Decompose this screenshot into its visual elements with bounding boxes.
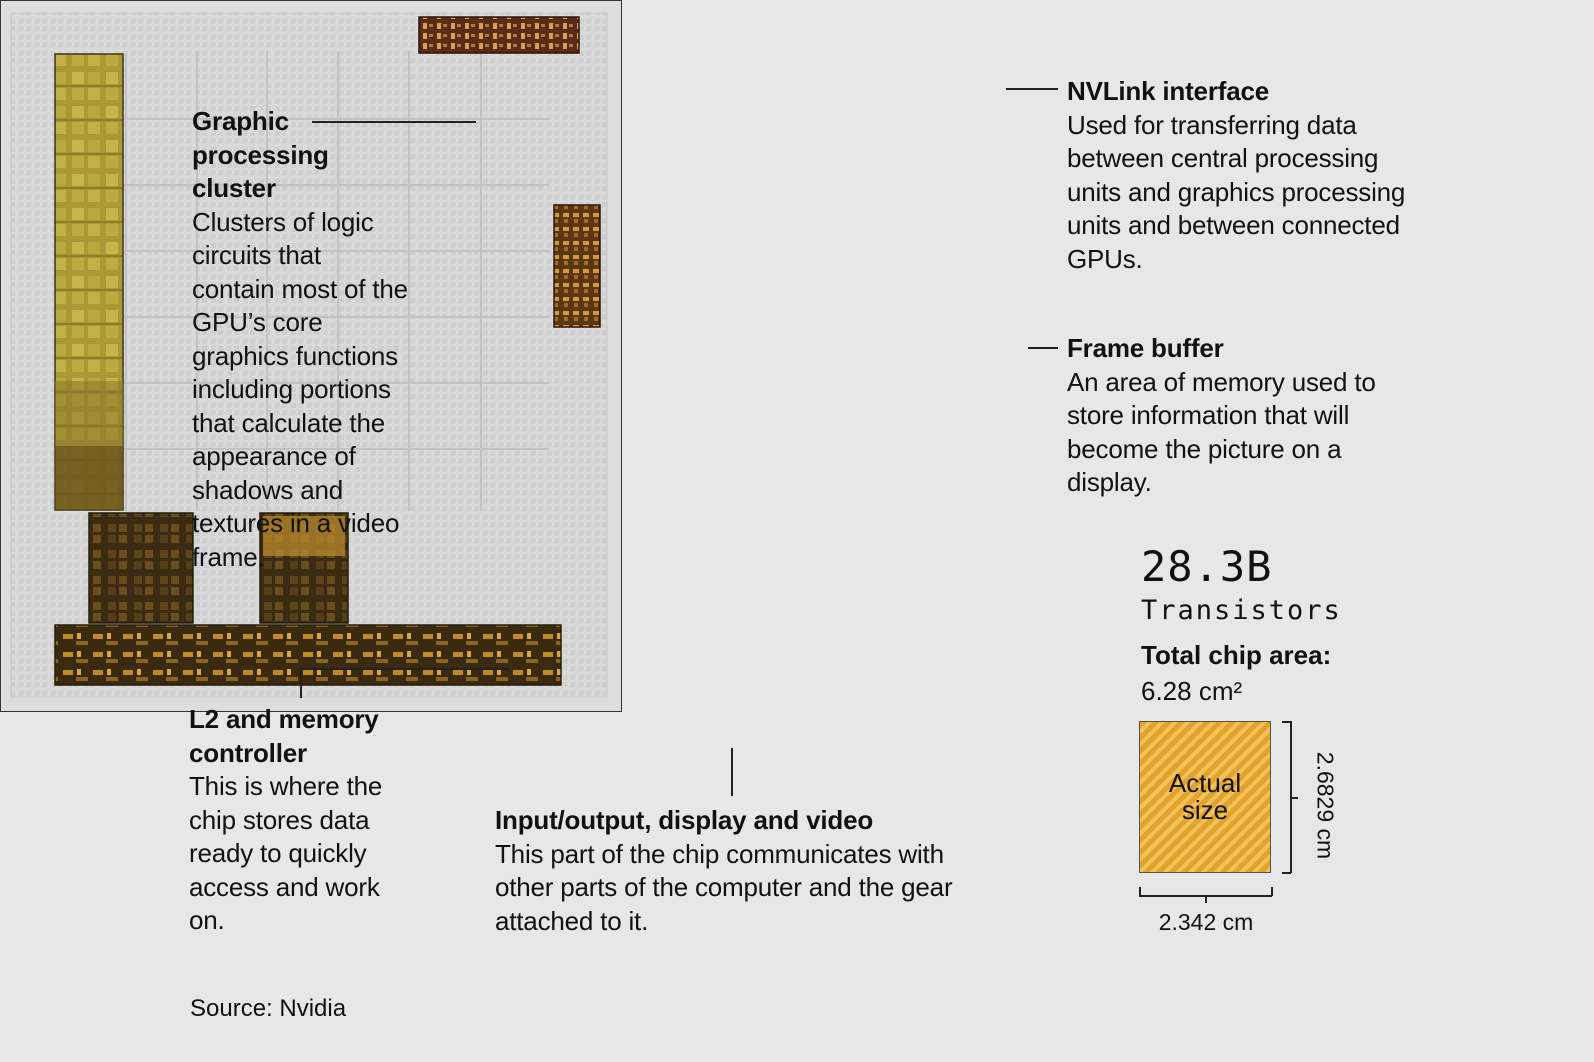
io-leader — [731, 748, 733, 796]
nvlink-leader — [1006, 88, 1058, 90]
nvlink-body: Used for transferring data between centr… — [1067, 109, 1406, 274]
nvlink-title: NVLink interface — [1067, 76, 1269, 106]
gpu-die-image — [0, 0, 622, 712]
io-region — [54, 624, 562, 686]
io-title: Input/output, display and video — [495, 805, 874, 835]
io-body: This part of the chip communicates with … — [495, 838, 953, 936]
l2-region — [88, 512, 194, 624]
gpc-region — [54, 53, 124, 511]
gpc-callout: Graphic processing cluster Clusters of l… — [192, 105, 422, 574]
height-bracket-tick — [1290, 797, 1298, 799]
l2-leader-v — [300, 668, 302, 698]
l2-leader-h — [300, 668, 510, 670]
source-note: Source: Nvidia — [190, 995, 347, 1022]
width-bracket-right — [1271, 887, 1273, 896]
actual-size-label: Actual size — [1168, 768, 1242, 825]
framebuffer-body: An area of memory used to store informat… — [1067, 366, 1376, 498]
l2-title: L2 and memory controller — [189, 704, 379, 768]
framebuffer-title: Frame buffer — [1067, 333, 1224, 363]
width-label: 2.342 cm — [1158, 909, 1254, 935]
framebuffer-leader — [1028, 347, 1058, 349]
transistors-label: Transistors — [1141, 595, 1342, 626]
transistors-value: 28.3B — [1141, 542, 1273, 591]
width-bracket-left — [1139, 887, 1141, 896]
actual-size-square: Actual size — [1139, 721, 1271, 873]
nvlink-region — [418, 16, 580, 54]
width-bracket-tick — [1205, 895, 1207, 903]
area-label: Total chip area: — [1141, 640, 1332, 670]
nvlink-callout: NVLink interface Used for transferring d… — [1067, 75, 1437, 276]
gpc-title: Graphic processing cluster — [192, 106, 329, 203]
framebuffer-callout: Frame buffer An area of memory used to s… — [1067, 332, 1427, 500]
io-callout: Input/output, display and video This par… — [495, 804, 985, 938]
l2-body: This is where the chip stores data ready… — [189, 771, 383, 935]
die-svg — [1, 1, 621, 711]
l2-callout: L2 and memory controller This is where t… — [189, 703, 419, 938]
area-value: 6.28 cm² — [1141, 676, 1243, 706]
height-bracket-bottom — [1282, 872, 1291, 874]
gpc-body: Clusters of logic circuits that contain … — [192, 206, 408, 572]
gpc-leader — [312, 121, 476, 123]
framebuffer-region — [553, 204, 601, 328]
height-bracket-top — [1282, 721, 1291, 723]
height-label: 2.6829 cm — [1312, 751, 1339, 860]
